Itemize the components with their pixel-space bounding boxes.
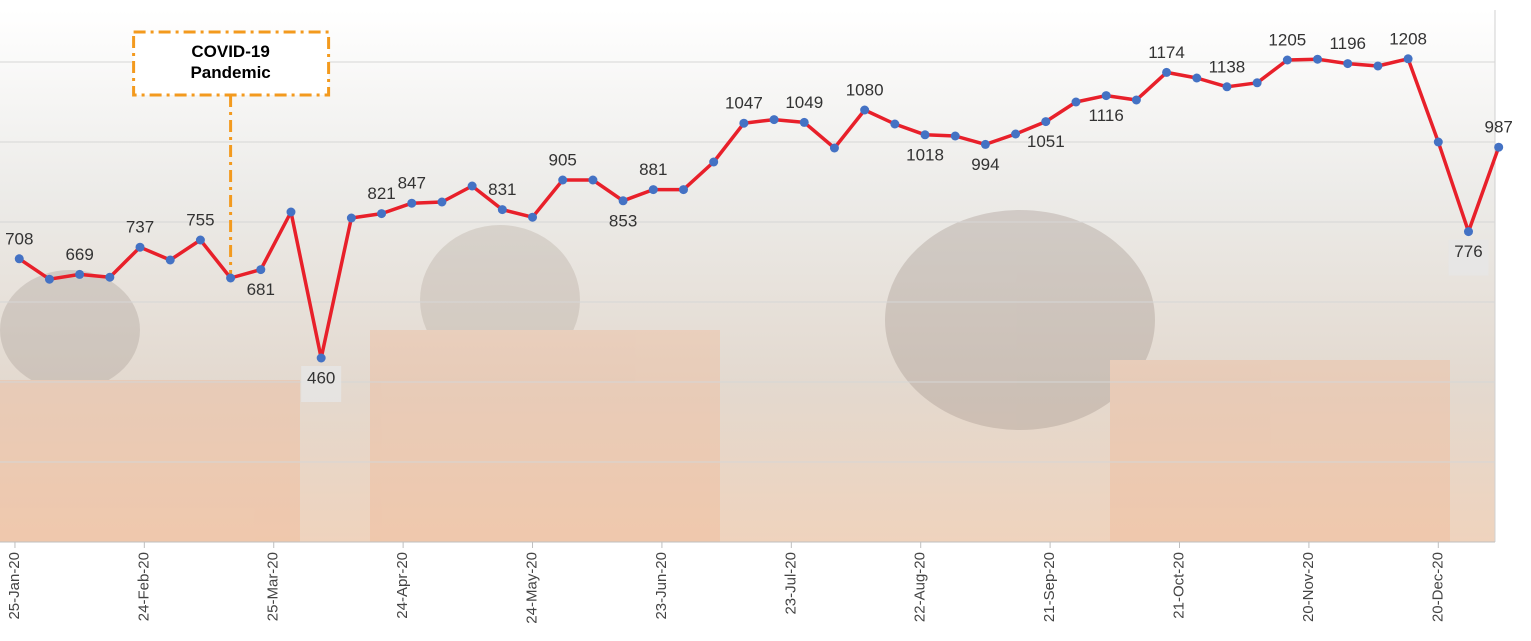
data-point <box>467 181 477 191</box>
data-label: 708 <box>5 229 33 248</box>
data-label: 1051 <box>1027 132 1065 151</box>
x-tick-label: 21-Sep-20 <box>1041 552 1058 622</box>
data-label: 1196 <box>1329 34 1366 53</box>
x-tick-label: 23-Jun-20 <box>653 552 670 620</box>
data-point <box>105 272 115 282</box>
data-point <box>950 131 960 141</box>
data-point <box>44 274 54 284</box>
data-label: 737 <box>126 218 154 237</box>
x-tick-label: 20-Nov-20 <box>1300 552 1317 622</box>
data-label: 853 <box>609 211 637 230</box>
x-tick-label: 21-Oct-20 <box>1170 552 1187 619</box>
data-point <box>648 185 658 195</box>
plot-background <box>0 10 1495 542</box>
x-tick-label: 25-Mar-20 <box>265 552 282 621</box>
data-point <box>497 205 507 215</box>
data-label: 847 <box>398 174 426 193</box>
x-tick-label: 22-Aug-20 <box>912 552 929 622</box>
data-point <box>588 175 598 185</box>
data-point <box>195 235 205 245</box>
data-point <box>528 212 538 222</box>
data-point <box>1494 142 1504 152</box>
data-point <box>14 254 24 264</box>
data-point <box>799 117 809 127</box>
data-label: 881 <box>639 160 667 179</box>
data-label: 905 <box>549 150 577 169</box>
data-label: 681 <box>247 280 275 299</box>
data-point <box>346 213 356 223</box>
data-point <box>437 197 447 207</box>
data-point <box>75 269 85 279</box>
data-label: 1080 <box>846 80 884 99</box>
label-backdrop <box>301 366 342 402</box>
data-point <box>709 157 719 167</box>
data-point <box>1162 67 1172 77</box>
data-label: 755 <box>186 210 214 229</box>
data-label: 994 <box>971 155 999 174</box>
data-point <box>1101 91 1111 101</box>
data-point <box>377 209 387 219</box>
data-point <box>1222 82 1232 92</box>
data-point <box>407 198 417 208</box>
data-point <box>618 196 628 206</box>
x-tick-label: 24-May-20 <box>523 552 540 624</box>
data-point <box>1403 54 1413 64</box>
data-point <box>769 115 779 125</box>
x-tick-label: 25-Jan-20 <box>6 552 23 620</box>
annotation-text: COVID-19 Pandemic <box>190 42 270 82</box>
data-label: 669 <box>65 245 93 264</box>
data-point <box>1192 73 1202 83</box>
data-label: 821 <box>367 184 395 203</box>
data-point <box>316 353 326 363</box>
data-point <box>226 273 236 283</box>
data-point <box>739 118 749 128</box>
data-point <box>678 185 688 195</box>
data-point <box>165 255 175 265</box>
annotation-box <box>132 30 331 97</box>
data-point <box>1463 227 1473 237</box>
data-label: 1018 <box>906 145 944 164</box>
data-point <box>1252 78 1262 88</box>
data-point <box>1071 97 1081 107</box>
data-point <box>256 265 266 275</box>
data-label: 987 <box>1484 118 1512 137</box>
data-point <box>920 130 930 140</box>
data-label: 1049 <box>785 93 823 112</box>
photo-shapes <box>0 210 1450 542</box>
data-line <box>18 57 1501 360</box>
data-point <box>558 175 568 185</box>
data-point <box>1433 137 1443 147</box>
data-point <box>890 119 900 129</box>
x-tick-label: 24-Feb-20 <box>135 552 152 621</box>
data-point <box>1041 117 1051 127</box>
data-label: 1047 <box>725 94 763 113</box>
data-point <box>1373 61 1383 71</box>
data-point <box>980 139 990 149</box>
data-point <box>1343 59 1353 69</box>
data-point <box>1011 129 1021 139</box>
label-backdrop <box>1448 239 1489 276</box>
data-point <box>1131 95 1141 105</box>
x-tick-label: 20-Dec-20 <box>1429 552 1446 622</box>
data-label: 460 <box>307 368 335 387</box>
data-label: 1116 <box>1089 106 1124 125</box>
data-point <box>286 207 296 217</box>
data-point <box>860 105 870 115</box>
x-tick-label: 23-Jul-20 <box>782 552 799 615</box>
data-label: 1208 <box>1389 29 1427 48</box>
data-label: 1138 <box>1209 57 1246 76</box>
data-point <box>135 242 145 252</box>
data-label: 831 <box>488 180 516 199</box>
x-tick-label: 24-Apr-20 <box>394 552 411 619</box>
data-label: 1205 <box>1268 30 1306 49</box>
data-label: 1174 <box>1148 43 1185 62</box>
data-point <box>829 143 839 153</box>
data-point <box>1282 55 1292 65</box>
data-label: 776 <box>1454 242 1482 261</box>
data-point <box>1313 54 1323 64</box>
